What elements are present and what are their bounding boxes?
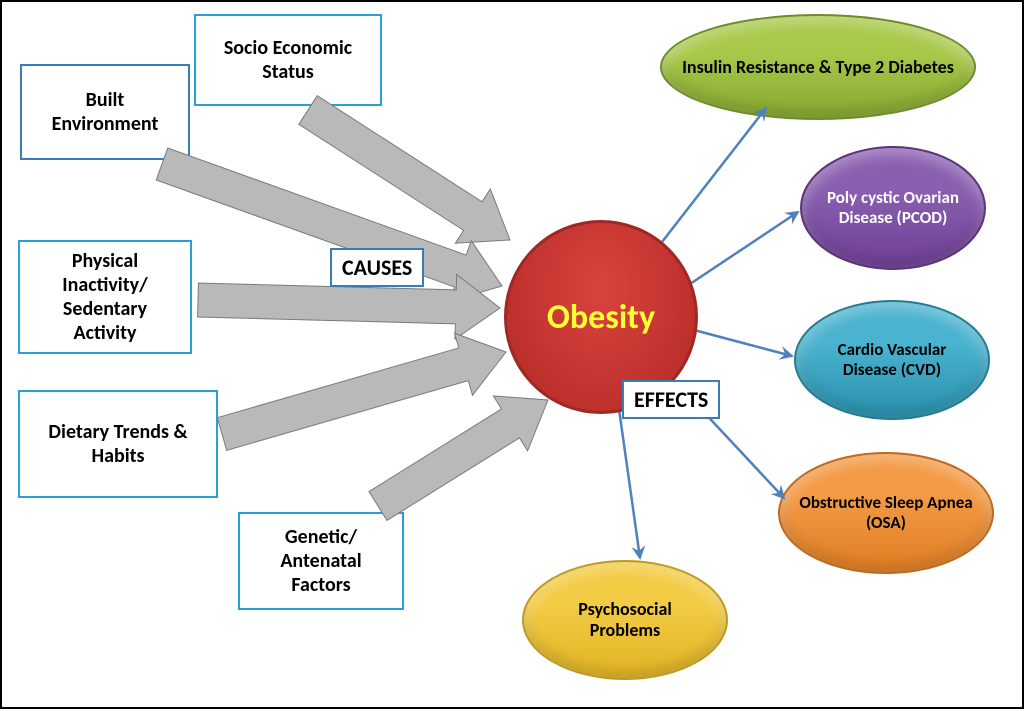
obesity-label: Obesity xyxy=(547,297,655,338)
effect-arrow xyxy=(694,330,792,356)
causes-label: CAUSES xyxy=(330,248,424,287)
effect-arrow xyxy=(618,402,640,558)
effects-label: EFFECTS xyxy=(622,380,720,419)
effect-arrow xyxy=(690,212,798,284)
effect-arrow xyxy=(662,108,766,242)
